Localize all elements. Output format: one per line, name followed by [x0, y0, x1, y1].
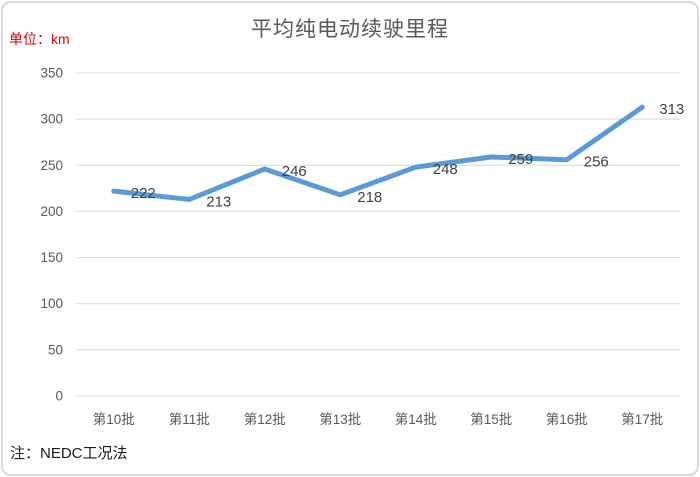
data-point-label: 222: [131, 185, 156, 202]
chart-title: 平均纯电动续驶里程: [251, 18, 449, 41]
data-point-label: 259: [508, 151, 533, 168]
y-axis-tick-label: 200: [40, 204, 63, 219]
data-point-label: 246: [282, 163, 307, 180]
x-axis-category-label: 第17批: [621, 411, 663, 427]
data-point-label: 313: [659, 101, 684, 118]
y-axis-tick-label: 300: [40, 112, 63, 127]
y-axis-tick-label: 100: [40, 296, 63, 311]
data-point-label: 256: [584, 154, 609, 171]
x-axis-category-label: 第10批: [93, 411, 135, 427]
x-axis-category-label: 第11批: [169, 411, 210, 427]
y-axis-tick-label: 50: [48, 342, 63, 357]
x-axis-category-label: 第15批: [470, 411, 512, 427]
chart-note: 注：NEDC工况法: [10, 445, 128, 462]
x-axis-category-label: 第13批: [319, 411, 361, 427]
y-axis-tick-label: 250: [40, 158, 63, 173]
data-line-series: [111, 104, 645, 202]
y-axis-tick-label: 150: [40, 250, 63, 265]
data-point-label: 213: [206, 193, 231, 210]
y-axis-tick-label: 0: [55, 389, 63, 404]
unit-label: 单位：km: [9, 31, 70, 47]
x-axis-category-label: 第12批: [244, 411, 286, 427]
data-point-label: 248: [433, 161, 458, 178]
y-axis-tick-label: 350: [40, 66, 63, 81]
x-axis-category-label: 第16批: [546, 411, 588, 427]
x-axis-category-label: 第14批: [395, 411, 437, 427]
data-point-label: 218: [357, 189, 382, 206]
